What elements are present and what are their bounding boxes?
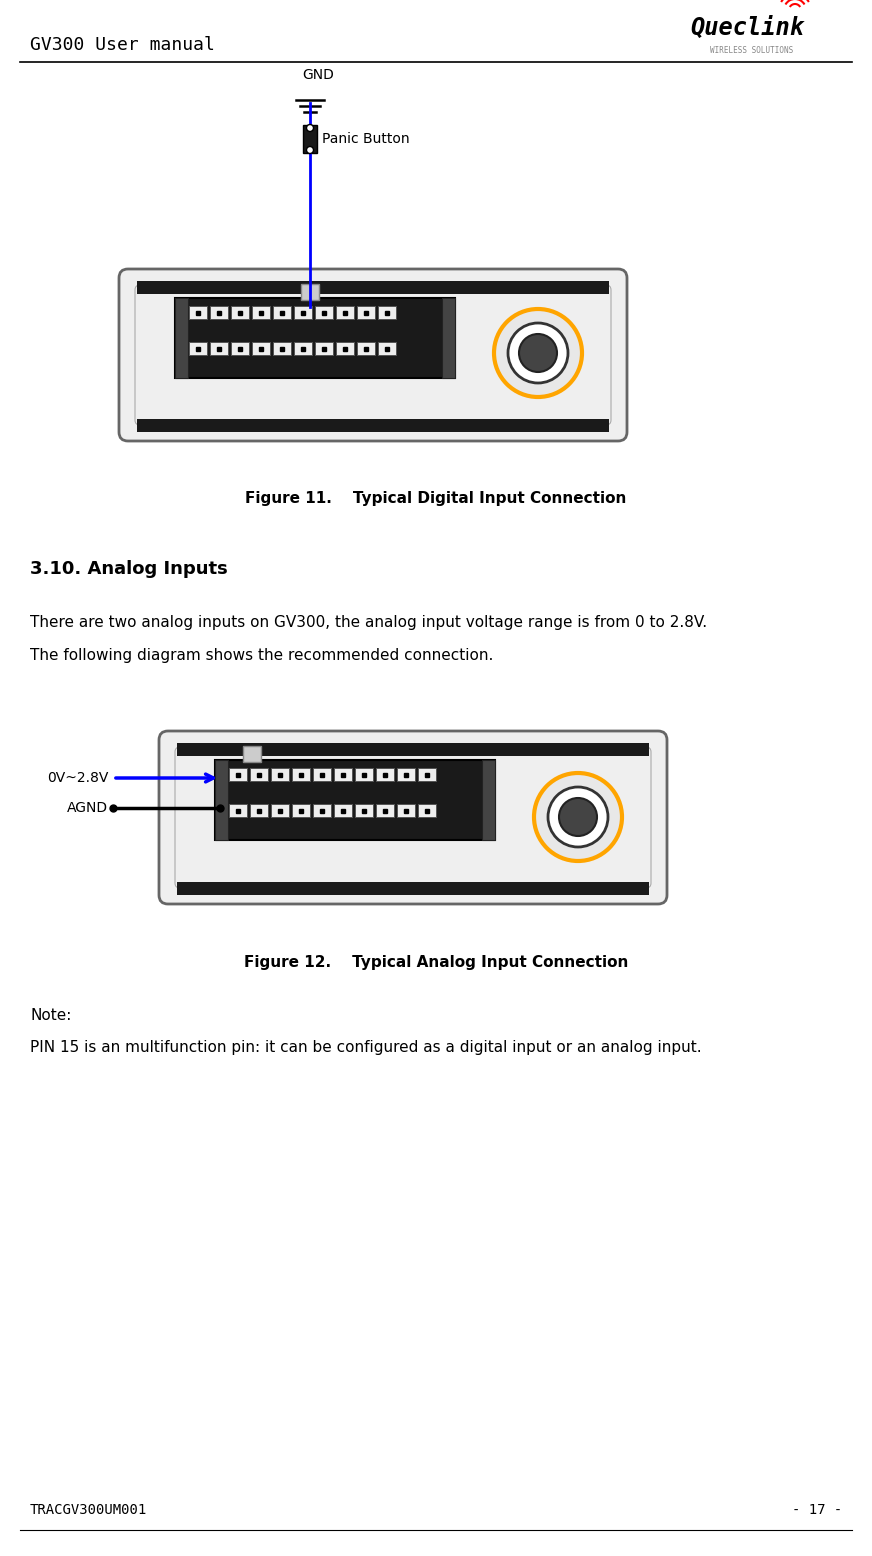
Text: WIRELESS SOLUTIONS: WIRELESS SOLUTIONS — [710, 45, 794, 54]
Bar — [336, 342, 354, 355]
Bar — [482, 759, 495, 840]
Bar — [294, 342, 312, 355]
Bar — [210, 342, 228, 355]
Bar — [177, 744, 649, 756]
Bar — [292, 769, 310, 781]
Text: Figure 12.    Typical Analog Input Connection: Figure 12. Typical Analog Input Connecti… — [244, 954, 628, 969]
Bar — [231, 342, 249, 355]
Bar — [137, 419, 609, 433]
Bar — [177, 882, 649, 895]
Bar — [271, 804, 289, 817]
Text: Figure 11.    Typical Digital Input Connection: Figure 11. Typical Digital Input Connect… — [245, 490, 627, 506]
Bar — [315, 307, 333, 319]
Text: - 17 -: - 17 - — [792, 1503, 842, 1517]
Bar — [292, 804, 310, 817]
Bar — [273, 342, 291, 355]
Text: AGND: AGND — [67, 801, 108, 815]
Circle shape — [559, 798, 597, 836]
Bar — [252, 342, 270, 355]
Bar — [442, 299, 455, 378]
Text: 0V~2.8V: 0V~2.8V — [46, 772, 108, 784]
Bar — [355, 804, 373, 817]
Text: 3.10. Analog Inputs: 3.10. Analog Inputs — [30, 560, 228, 577]
Bar — [376, 804, 394, 817]
Bar — [397, 769, 415, 781]
Bar — [250, 804, 268, 817]
Circle shape — [548, 787, 608, 846]
Bar — [303, 124, 317, 152]
Bar — [273, 307, 291, 319]
Text: GV300 User manual: GV300 User manual — [30, 36, 215, 54]
Bar — [175, 299, 455, 378]
Text: TRACGV300UM001: TRACGV300UM001 — [30, 1503, 147, 1517]
Bar — [215, 759, 228, 840]
Circle shape — [494, 310, 582, 397]
Bar — [313, 804, 331, 817]
Text: Queclink: Queclink — [690, 16, 804, 40]
Circle shape — [534, 773, 622, 860]
Text: Panic Button: Panic Button — [322, 132, 410, 146]
FancyBboxPatch shape — [119, 269, 627, 440]
Bar — [210, 307, 228, 319]
Bar — [229, 804, 247, 817]
Bar — [189, 307, 207, 319]
Bar — [378, 342, 396, 355]
Bar — [250, 769, 268, 781]
Bar — [313, 769, 331, 781]
Bar — [378, 307, 396, 319]
Circle shape — [306, 146, 314, 154]
Text: GND: GND — [302, 68, 334, 82]
Bar — [315, 342, 333, 355]
Bar — [355, 769, 373, 781]
Bar — [189, 342, 207, 355]
Bar — [252, 307, 270, 319]
Bar — [334, 769, 352, 781]
Circle shape — [306, 124, 314, 132]
Bar — [294, 307, 312, 319]
Text: PIN 15 is an multifunction pin: it can be configured as a digital input or an an: PIN 15 is an multifunction pin: it can b… — [30, 1039, 702, 1055]
Bar — [357, 342, 375, 355]
Text: There are two analog inputs on GV300, the analog input voltage range is from 0 t: There are two analog inputs on GV300, th… — [30, 615, 707, 630]
Bar — [336, 307, 354, 319]
Bar — [301, 285, 319, 300]
Bar — [334, 804, 352, 817]
FancyBboxPatch shape — [159, 731, 667, 904]
Bar — [376, 769, 394, 781]
Circle shape — [519, 335, 557, 372]
Bar — [271, 769, 289, 781]
Text: The following diagram shows the recommended connection.: The following diagram shows the recommen… — [30, 647, 494, 663]
Bar — [243, 745, 261, 762]
Bar — [215, 759, 495, 840]
Bar — [229, 769, 247, 781]
Bar — [137, 282, 609, 294]
Bar — [418, 804, 436, 817]
Bar — [397, 804, 415, 817]
Circle shape — [508, 324, 568, 383]
Text: Note:: Note: — [30, 1008, 72, 1022]
Bar — [418, 769, 436, 781]
Bar — [357, 307, 375, 319]
Bar — [231, 307, 249, 319]
Bar — [175, 299, 188, 378]
